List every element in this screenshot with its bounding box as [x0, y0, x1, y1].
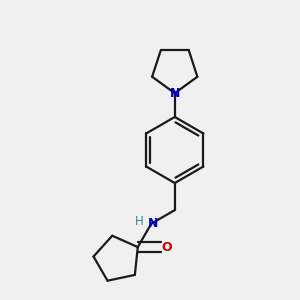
- Text: N: N: [148, 217, 158, 230]
- Text: N: N: [169, 87, 180, 100]
- Text: O: O: [161, 241, 172, 254]
- Text: H: H: [134, 214, 143, 227]
